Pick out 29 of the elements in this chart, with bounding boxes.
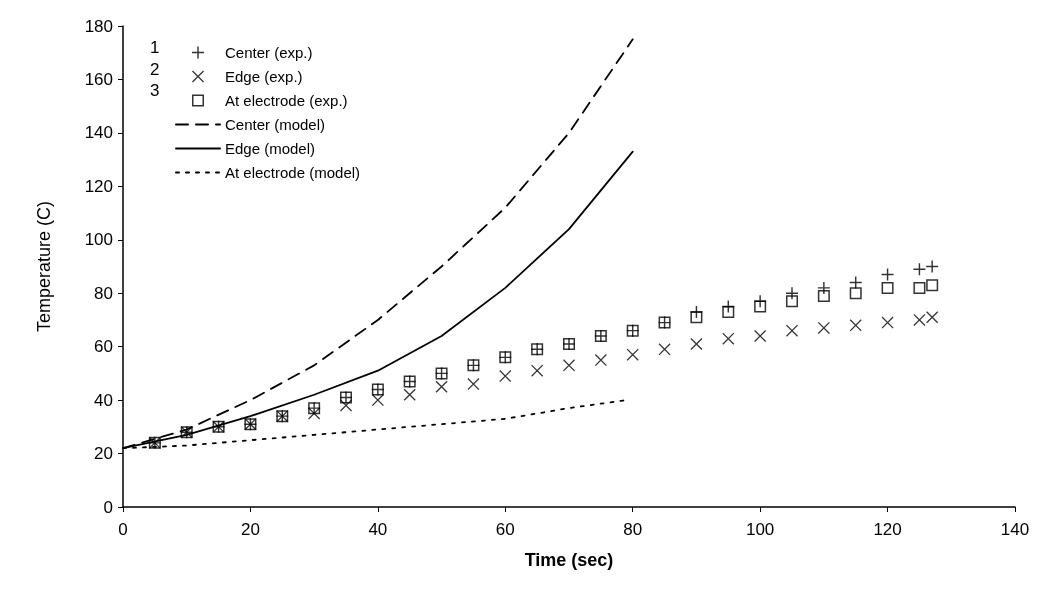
y-tick-label: 160 xyxy=(84,69,113,89)
annotation: 3 xyxy=(150,81,160,100)
legend-label: At electrode (model) xyxy=(225,164,361,181)
y-tick-label: 120 xyxy=(84,176,113,196)
y-tick-label: 180 xyxy=(84,16,113,36)
legend-label: Center (model) xyxy=(225,116,326,133)
legend-label: Center (exp.) xyxy=(225,44,313,61)
y-tick-label: 140 xyxy=(84,123,113,143)
legend-label: Edge (model) xyxy=(225,140,316,157)
x-tick-label: 40 xyxy=(368,520,388,539)
y-tick-label: 40 xyxy=(94,390,113,410)
x-tick-label: 120 xyxy=(873,520,902,539)
x-tick-label: 0 xyxy=(118,520,128,539)
y-tick-label: 20 xyxy=(94,444,113,464)
x-tick-label: 100 xyxy=(745,520,775,539)
y-tick-label: 60 xyxy=(94,337,113,357)
y-tick-label: 0 xyxy=(103,497,113,517)
x-tick-label: 20 xyxy=(240,520,260,539)
legend-label: Edge (exp.) xyxy=(225,68,303,85)
annotation: 2 xyxy=(150,59,160,79)
x-tick-label: 80 xyxy=(623,520,643,539)
x-axis-title: Time (sec) xyxy=(524,550,614,570)
annotation: 1 xyxy=(150,38,160,57)
y-axis-title: Temperature (C) xyxy=(34,200,54,333)
x-tick-label: 60 xyxy=(495,520,515,539)
y-tick-label: 100 xyxy=(84,230,113,250)
y-tick-label: 80 xyxy=(94,283,113,303)
legend-label: At electrode (exp.) xyxy=(225,92,348,109)
x-tick-label: 140 xyxy=(1000,520,1030,539)
